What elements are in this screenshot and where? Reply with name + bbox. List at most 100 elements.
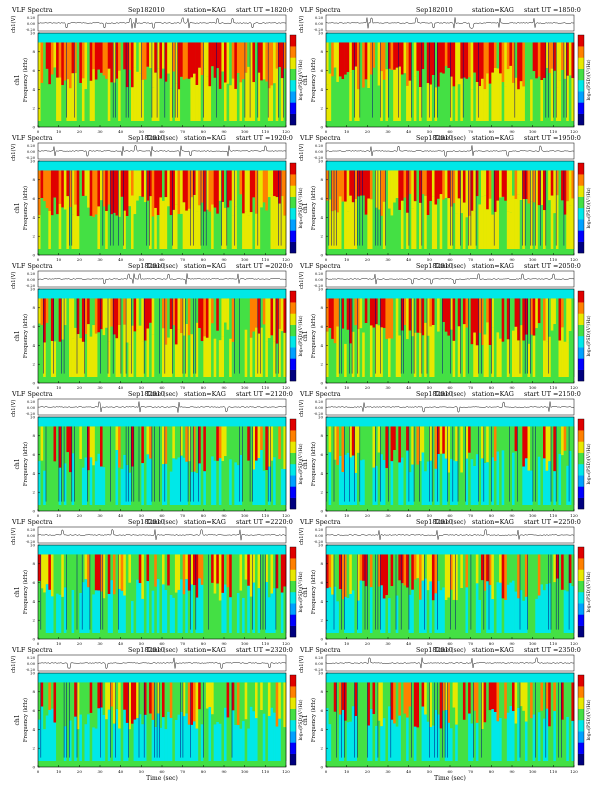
x-tick-label: 80 — [201, 513, 207, 518]
waveform-axis-label: ch1(V) — [10, 656, 17, 673]
colorbar-step — [290, 753, 296, 766]
spectrogram-panel: VLF Spectra Sep182010 station=KAG start UT … — [10, 646, 304, 782]
channel-label: ch1 — [14, 202, 21, 213]
y-tick-label: 6 — [320, 580, 323, 585]
waveform-trace — [325, 401, 575, 413]
x-tick-label: 120 — [282, 641, 290, 646]
waveform-tick-label: -0.20 — [26, 284, 36, 288]
waveform-tick-label: 0.00 — [315, 406, 324, 410]
y-tick-label: 6 — [32, 196, 35, 201]
colorbar-step — [578, 313, 584, 325]
y-tick-label: 10 — [30, 414, 36, 419]
colorbar-step — [290, 592, 296, 604]
x-tick-label: 70 — [180, 513, 186, 518]
x-tick-label: 20 — [365, 769, 371, 774]
y-tick-label: 4 — [320, 727, 323, 732]
y-axis-label: Frequency (kHz) — [22, 442, 29, 486]
y-tick-label: 6 — [32, 708, 35, 713]
x-tick-label: 30 — [97, 513, 103, 518]
x-tick-label: 40 — [118, 769, 124, 774]
colorbar: log₁₀(PSD)(V²/Hz) — [289, 290, 304, 382]
colorbar-step — [578, 742, 584, 754]
x-tick-label: 120 — [282, 129, 290, 134]
x-tick-label: 10 — [344, 769, 350, 774]
x-tick-label: 10 — [56, 257, 62, 262]
panel-station: station=KAG — [472, 518, 514, 526]
y-tick-label: 6 — [320, 708, 323, 713]
x-tick-label: 70 — [180, 641, 186, 646]
colorbar-step — [578, 102, 584, 114]
colorbar-step — [290, 742, 296, 754]
waveform-tick-label: -0.20 — [26, 412, 36, 416]
y-tick-label: 10 — [30, 286, 36, 291]
colorbar-step — [578, 614, 584, 626]
waveform-tick-label: 0.00 — [315, 534, 324, 538]
waveform-tick-label: -0.20 — [26, 668, 36, 672]
x-tick-label: 0 — [37, 129, 40, 134]
spectrogram-panel: VLF Spectra Sep182010 station=KAG start UT … — [298, 134, 592, 270]
panel-start-ut: start UT =2220:0 — [236, 518, 293, 526]
waveform-frame — [325, 526, 575, 544]
x-tick-label: 60 — [447, 257, 453, 262]
y-tick-label: 6 — [32, 452, 35, 457]
panel-start-ut: start UT =2150:0 — [524, 390, 581, 398]
x-tick-label: 30 — [385, 257, 391, 262]
waveform-tick-label: 0.20 — [27, 400, 36, 404]
colorbar-step — [290, 358, 296, 370]
colorbar-step — [578, 230, 584, 242]
y-tick-label: 2 — [32, 362, 35, 367]
x-tick-label: 90 — [221, 513, 227, 518]
waveform-tick-label: 0.20 — [27, 656, 36, 660]
x-tick-label: 120 — [282, 385, 290, 390]
colorbar-step — [578, 336, 584, 348]
y-tick-label: 0 — [320, 124, 323, 129]
colorbar: log₁₀(PSD)(V²/Hz) — [289, 674, 304, 766]
colorbar-step — [290, 441, 296, 453]
channel-label: ch1 — [302, 202, 309, 213]
panel-title: VLF Spectra — [11, 6, 53, 14]
panel-station: station=KAG — [184, 390, 226, 398]
waveform-tick-label: 0.20 — [27, 16, 36, 20]
x-tick-label: 20 — [77, 513, 83, 518]
colorbar-step — [578, 196, 584, 209]
y-tick-label: 2 — [32, 618, 35, 623]
colorbar-step — [578, 603, 584, 615]
x-axis-label: Time (sec) — [146, 263, 178, 270]
x-axis-label: Time (sec) — [434, 775, 466, 782]
colorbar-step — [290, 302, 296, 314]
waveform-axis-label: ch1(V) — [10, 400, 17, 417]
spectrogram-image — [38, 33, 287, 127]
colorbar-step — [578, 475, 584, 487]
x-tick-label: 70 — [180, 129, 186, 134]
y-tick-label: 4 — [32, 599, 35, 604]
panel-station: station=KAG — [184, 646, 226, 654]
x-tick-label: 0 — [325, 257, 328, 262]
y-tick-label: 4 — [32, 471, 35, 476]
x-tick-label: 120 — [570, 385, 578, 390]
x-tick-label: 90 — [221, 129, 227, 134]
colorbar-step — [290, 46, 296, 58]
colorbar-label: log₁₀(PSD)(V²/Hz) — [297, 187, 304, 228]
x-tick-label: 50 — [139, 385, 145, 390]
panel-title: VLF Spectra — [11, 262, 53, 270]
y-axis-label: Frequency (kHz) — [310, 442, 317, 486]
y-tick-label: 6 — [32, 68, 35, 73]
x-tick-label: 110 — [262, 129, 270, 134]
x-tick-label: 10 — [56, 513, 62, 518]
panel-station: station=KAG — [472, 262, 514, 270]
x-tick-label: 120 — [570, 257, 578, 262]
colorbar-label: log₁₀(PSD)(V²/Hz) — [585, 699, 592, 740]
colorbar-step — [290, 347, 296, 359]
x-tick-label: 0 — [325, 129, 328, 134]
y-tick-label: 4 — [320, 471, 323, 476]
colorbar: log₁₀(PSD)(V²/Hz) — [577, 162, 592, 254]
x-tick-label: 60 — [159, 385, 165, 390]
x-tick-label: 110 — [262, 513, 270, 518]
y-tick-label: 8 — [320, 305, 323, 310]
y-tick-label: 2 — [320, 106, 323, 111]
x-tick-label: 80 — [489, 769, 495, 774]
y-tick-label: 2 — [32, 746, 35, 751]
x-tick-label: 110 — [262, 385, 270, 390]
spectrogram-panel: VLF Spectra Sep182010 station=KAG start UT … — [10, 134, 304, 270]
waveform-axis-label: ch1(V) — [298, 16, 305, 33]
